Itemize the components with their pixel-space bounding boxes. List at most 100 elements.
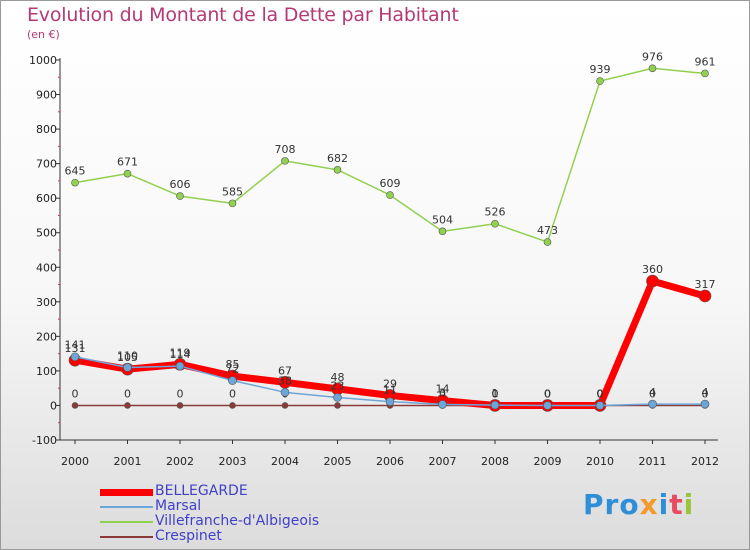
y-tick-label: -100 (32, 434, 57, 447)
data-point (543, 238, 552, 246)
x-tick-label: 2009 (534, 455, 562, 468)
logo-part: Pro (583, 488, 640, 521)
legend-swatch (100, 521, 153, 523)
x-tick-label: 2005 (324, 455, 352, 468)
data-label: 0 (124, 387, 131, 400)
data-label: 0 (544, 387, 551, 400)
data-point (124, 402, 131, 409)
x-tick-label: 2006 (376, 455, 404, 468)
series-villefranche-d-albigeois: 645 671 606 585 708 682 609 504 526 473 939 976 961 (65, 50, 716, 246)
data-point (123, 169, 132, 178)
x-tick-label: 2011 (639, 455, 667, 468)
data-point (71, 178, 79, 187)
logo-part: i (658, 488, 670, 521)
data-label: 114 (170, 348, 191, 361)
data-label: 0 (597, 387, 604, 400)
chart-title: Evolution du Montant de la Dette par Hab… (27, 4, 459, 26)
data-label: 606 (170, 178, 191, 191)
data-label: 0 (544, 387, 551, 400)
data-label: 473 (537, 224, 558, 237)
data-point (438, 227, 447, 236)
data-label: 939 (590, 63, 611, 76)
legend-label: BELLEGARDE (155, 483, 248, 499)
data-point (280, 388, 290, 397)
y-tick-label: 500 (36, 227, 57, 240)
data-point (123, 363, 132, 372)
data-label: 23 (331, 380, 345, 393)
x-tick-label: 2008 (481, 455, 509, 468)
y-tick-label: 700 (36, 158, 57, 171)
data-label: 1 (492, 387, 499, 400)
y-tick-label: 1000 (29, 54, 57, 67)
legend-swatch (100, 536, 153, 538)
data-label: 645 (65, 165, 86, 178)
y-tick-label: 800 (36, 123, 57, 136)
data-label: 4 (649, 386, 656, 399)
x-tick-label: 2007 (429, 455, 457, 468)
legend-label: Crespinet (155, 528, 222, 544)
legend-label: Marsal (155, 498, 202, 514)
data-point (70, 352, 80, 362)
data-label: 105 (117, 351, 138, 364)
data-label: 0 (492, 387, 499, 400)
data-label: 360 (642, 263, 663, 276)
y-tick-label: 100 (36, 365, 57, 378)
x-tick-label: 2004 (271, 455, 299, 468)
data-label: 4 (702, 386, 709, 399)
legend-swatch (100, 506, 153, 508)
data-label: 38 (278, 374, 292, 387)
data-label: 585 (222, 185, 243, 198)
data-label: 671 (117, 156, 138, 169)
data-point (176, 402, 184, 409)
data-point (543, 401, 552, 410)
data-point (333, 166, 342, 174)
data-label: 48 (331, 371, 345, 384)
data-point (334, 402, 341, 409)
y-tick-label: 300 (36, 296, 57, 309)
data-point (438, 400, 447, 409)
data-label: 0 (492, 387, 499, 400)
axes: -100010020030040050060070080090010002000… (29, 54, 719, 468)
data-label: 0 (229, 387, 236, 400)
data-label: 0 (597, 387, 604, 400)
data-point (176, 192, 184, 200)
data-label: 85 (226, 358, 240, 371)
y-tick-label: 400 (36, 261, 57, 274)
data-label: 0 (597, 387, 604, 400)
data-point (175, 361, 185, 371)
x-tick-label: 2010 (586, 455, 614, 468)
data-point (229, 402, 236, 409)
data-label: 682 (327, 152, 348, 165)
logo-part: x (639, 488, 659, 521)
data-label: 0 (177, 387, 184, 400)
x-tick-label: 2001 (114, 455, 142, 468)
legend-item: Villefranche-d'Albigeois (100, 514, 420, 529)
data-label: 708 (275, 143, 296, 156)
data-point (386, 191, 394, 199)
data-point (281, 157, 289, 165)
data-point (228, 199, 237, 208)
data-label: 961 (695, 55, 716, 68)
data-label: 526 (485, 206, 506, 219)
proxiti-logo: Proxiti (583, 488, 694, 521)
data-point (385, 397, 395, 406)
logo-part: t (669, 488, 684, 521)
data-point (490, 400, 500, 410)
data-point (648, 64, 657, 73)
data-label: 504 (432, 213, 453, 226)
chart-unit: (en €) (27, 28, 60, 41)
data-point (596, 77, 604, 85)
legend: BELLEGARDE Marsal Villefranche-d'Albigeois… (100, 484, 420, 544)
data-label: 29 (383, 377, 397, 390)
data-point (648, 399, 657, 409)
data-label: 72 (226, 363, 240, 376)
data-label: 0 (649, 387, 656, 400)
data-point (281, 402, 289, 409)
y-tick-label: 600 (36, 192, 57, 205)
logo-part: i (683, 488, 695, 521)
legend-item: Marsal (100, 499, 420, 514)
data-label: 0 (72, 387, 79, 400)
